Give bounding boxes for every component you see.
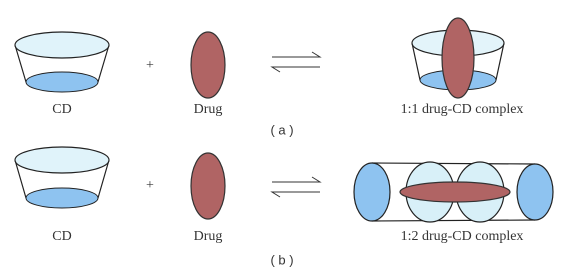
guest-label: Drug	[194, 102, 223, 117]
product-label: 1:2 drug-CD complex	[401, 229, 524, 244]
diagram: CD + Drug 1:1 drug-CD complex ( a ) CD +…	[0, 0, 564, 269]
equilibrium-arrows	[272, 177, 320, 197]
drug	[191, 153, 225, 219]
drug	[191, 32, 225, 98]
guest-label: Drug	[194, 229, 223, 244]
host-label: CD	[52, 102, 71, 117]
cd-cup	[15, 32, 109, 92]
product-label: 1:1 drug-CD complex	[401, 102, 524, 117]
plus: +	[146, 178, 154, 193]
equilibrium-arrows	[272, 52, 320, 72]
complex-1-2	[354, 162, 553, 222]
host-label: CD	[52, 229, 71, 244]
row-b: CD + Drug 1:2 drug-CD complex ( b )	[15, 147, 553, 267]
complex-1-1	[412, 18, 504, 98]
plus: +	[146, 58, 154, 73]
caption: ( b )	[270, 252, 293, 267]
row-a: CD + Drug 1:1 drug-CD complex ( a )	[15, 18, 523, 137]
cd-cup	[15, 147, 109, 208]
caption: ( a )	[270, 122, 293, 137]
